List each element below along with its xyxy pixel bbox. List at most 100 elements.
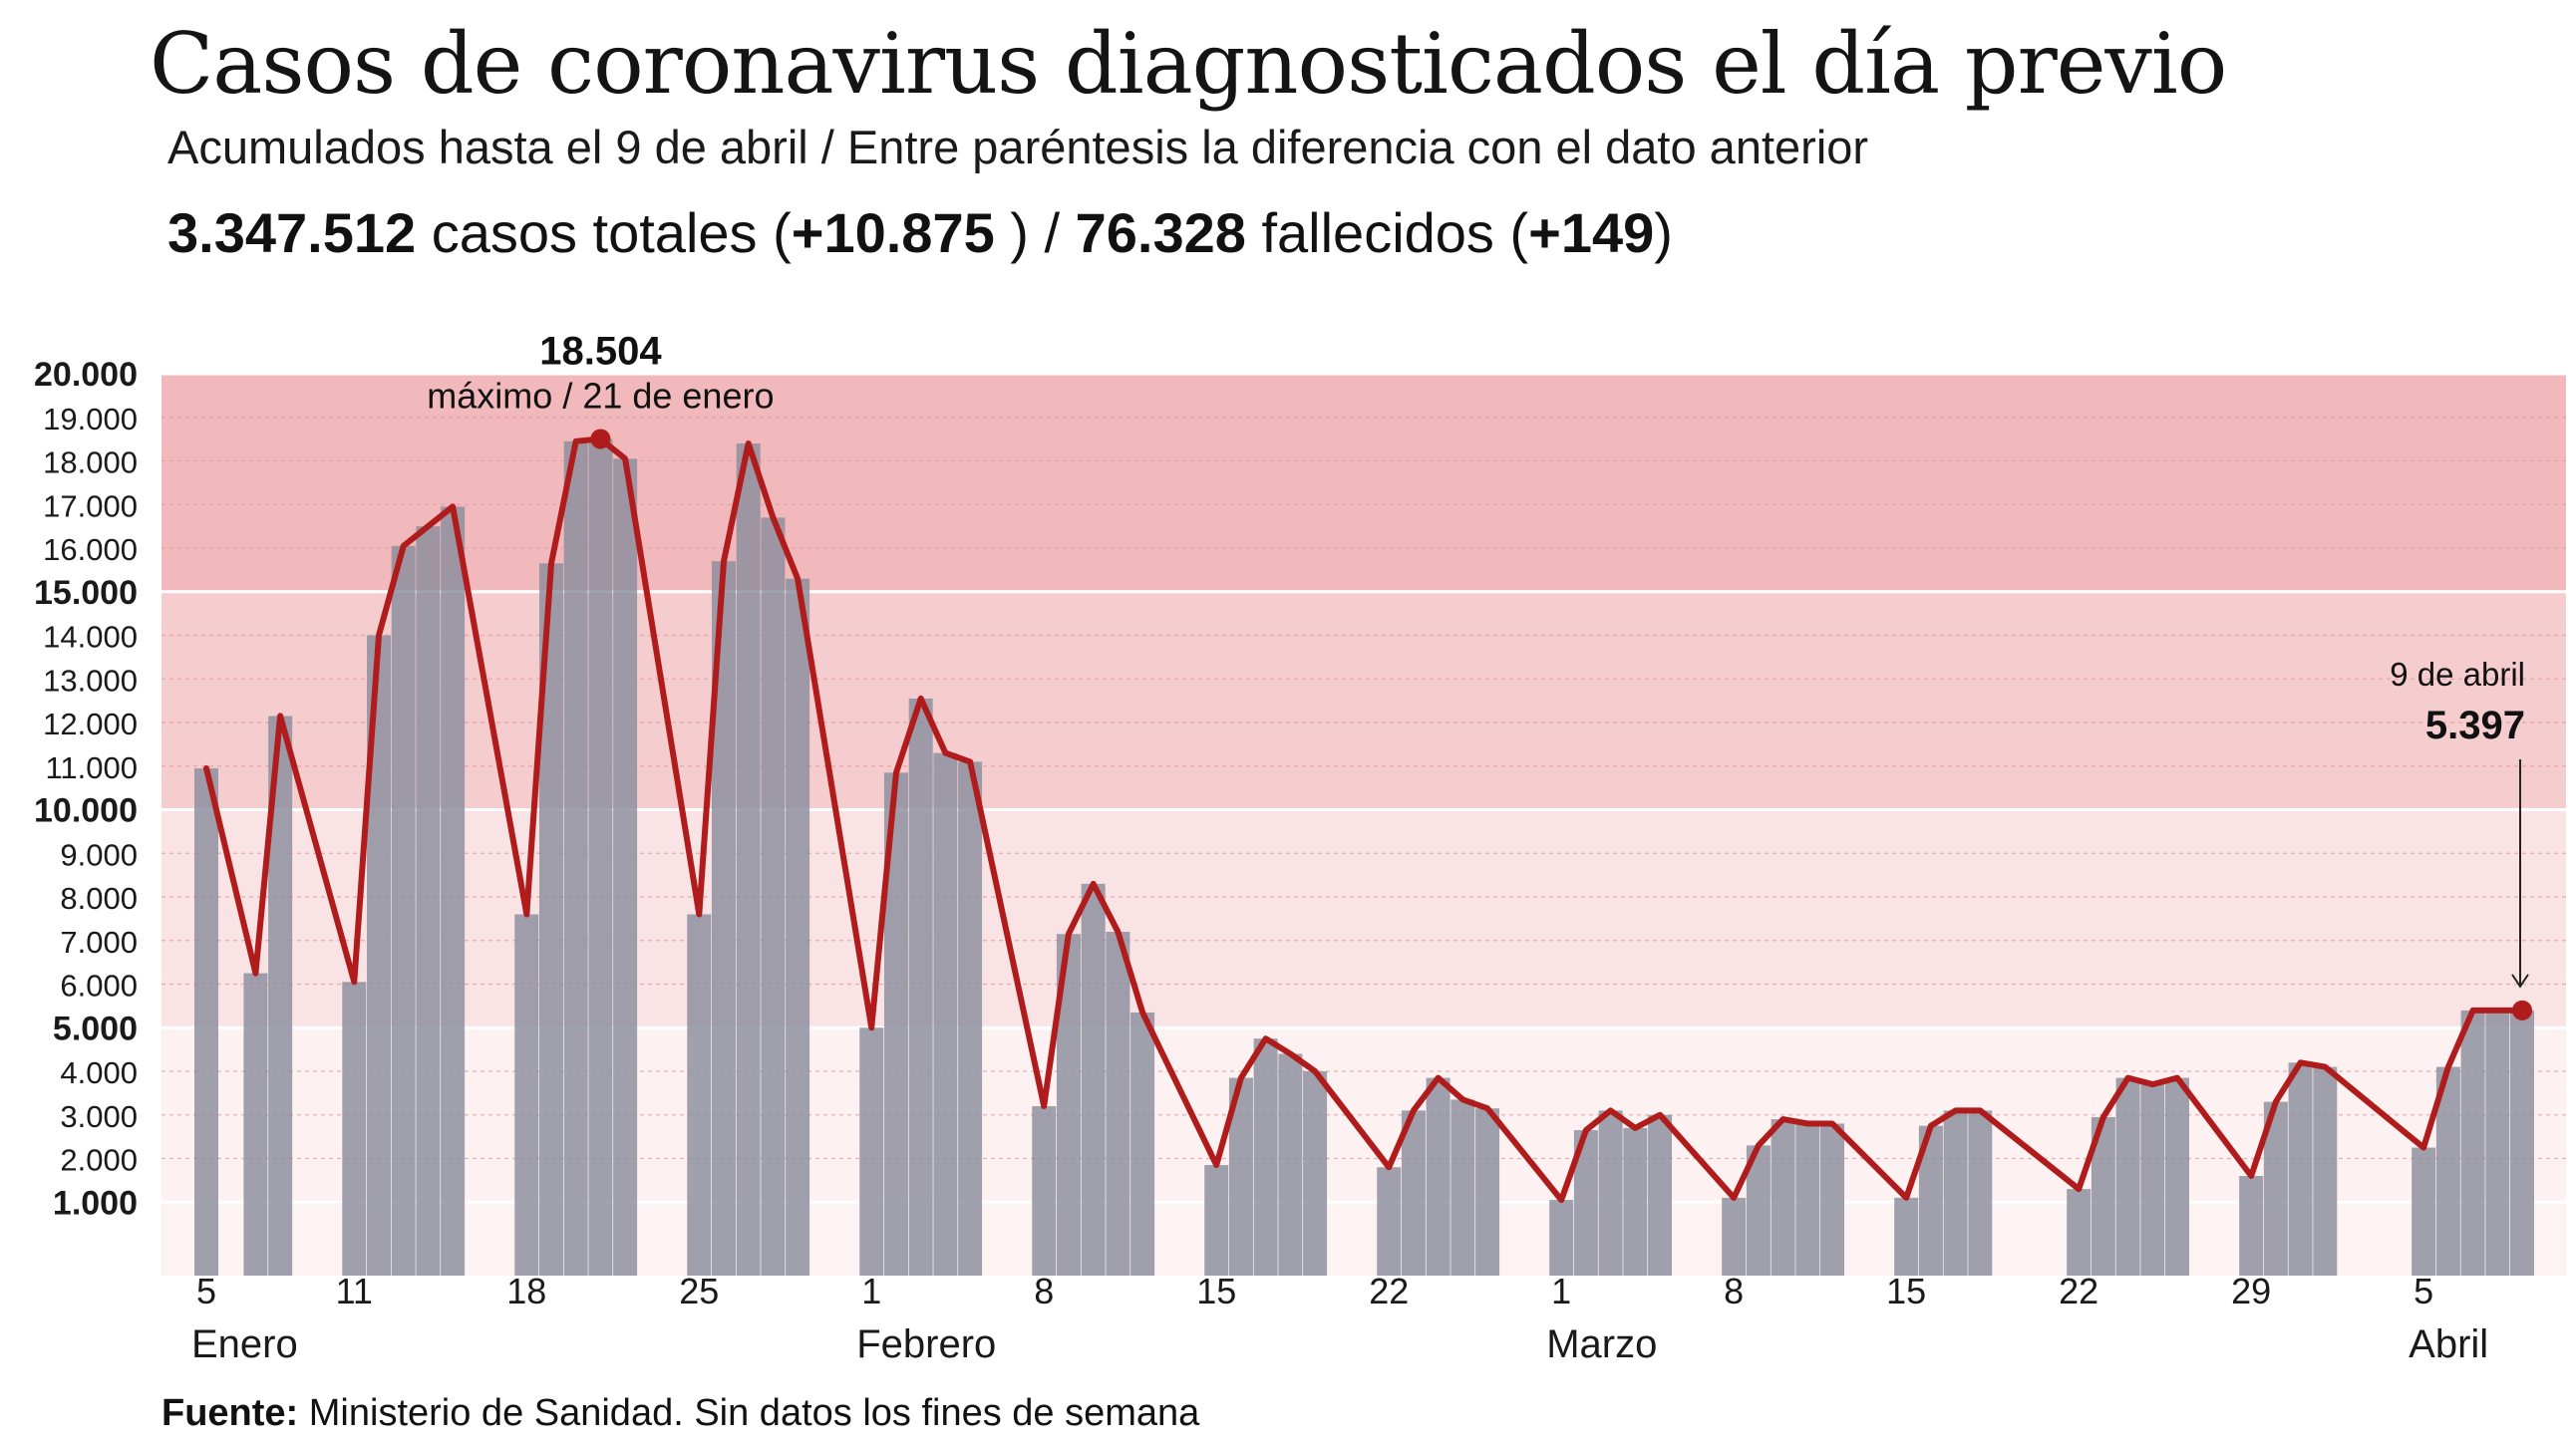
x-tick-label: 15 [1196,1271,1236,1311]
y-tick-label: 3.000 [60,1099,138,1134]
bar [1426,1077,1450,1276]
bar [588,438,613,1276]
bar [441,506,466,1276]
total-cases-label: casos totales ( [416,201,792,264]
bar [1943,1110,1968,1276]
source-label: Fuente: [161,1392,299,1434]
x-tick-label: 1 [1551,1271,1571,1311]
bar [1795,1123,1820,1276]
bar [613,458,638,1276]
bar [2460,1010,2485,1276]
bar [1968,1110,1993,1276]
bar [1549,1200,1574,1276]
y-tick-label: 4.000 [60,1055,138,1090]
x-tick-label: 5 [2414,1271,2433,1311]
bar [1130,1012,1155,1276]
summary-line: 3.347.512 casos totales (+10.875 ) / 76.… [167,199,1673,267]
bar [1204,1165,1229,1276]
x-tick-label: 22 [1369,1271,1409,1311]
bar [391,545,416,1276]
chart-title: Casos de coronavirus diagnosticados el d… [150,15,2227,113]
total-deaths: 76.328 [1075,201,1246,264]
total-cases: 3.347.512 [167,201,417,264]
last-marker [2512,1000,2532,1020]
bar [1106,932,1130,1276]
y-tick-label: 18.000 [43,445,138,480]
cases-chart: 1.000 2.000 3.000 4.000 5.000 6.000 7.000 8.000… [34,329,2566,1366]
y-tick-label: 20.000 [34,356,138,394]
y-tick-label: 9.000 [60,837,138,872]
x-tick-label: 8 [1724,1271,1744,1311]
band-1 [161,591,2566,810]
bar [1771,1119,1795,1276]
bar [2288,1062,2313,1276]
y-tick-label: 16.000 [43,532,138,567]
bar [1450,1099,1475,1276]
bar [2115,1077,2140,1276]
bar [958,761,983,1276]
y-tick-label: 15.000 [34,574,138,612]
x-tick-label: 1 [861,1271,881,1311]
bar [2412,1147,2436,1276]
bar [786,578,810,1276]
bar [736,443,761,1276]
bar [1401,1110,1426,1276]
bar [1253,1038,1278,1276]
bar [2510,1010,2534,1276]
bar [1598,1110,1623,1276]
y-tick-label: 13.000 [43,663,138,698]
last-arrow-head [2511,974,2529,989]
bar [2239,1176,2264,1276]
bar [2140,1084,2165,1276]
y-tick-label: 2.000 [60,1143,138,1178]
source-note: Fuente: Ministerio de Sanidad. Sin datos… [161,1390,1199,1436]
last-date-label: 9 de abril [2390,656,2525,693]
y-tick-label: 14.000 [43,620,138,655]
bar [2485,1010,2510,1276]
bar [1820,1123,1845,1276]
x-tick-label: 18 [506,1271,546,1311]
x-tick-label: 5 [196,1271,216,1311]
bar [416,526,441,1276]
bar [859,1027,884,1276]
x-tick-label: 25 [679,1271,719,1311]
bar [1032,1106,1057,1276]
deaths-diff: +149 [1528,201,1655,264]
bar [342,982,367,1276]
x-tick-label: 8 [1034,1271,1054,1311]
bar [908,698,933,1276]
y-tick-label: 11.000 [45,750,138,785]
deaths-label: fallecidos ( [1245,201,1529,264]
bar [1303,1071,1328,1276]
bar [1377,1167,1402,1276]
max-marker [590,429,611,449]
bar [1081,883,1106,1276]
x-tick-label: 29 [2231,1271,2271,1311]
y-tick-label: 19.000 [43,402,138,436]
bar [1623,1127,1648,1276]
y-tick-label: 17.000 [43,488,138,523]
bar [687,914,712,1276]
bar [1894,1197,1919,1276]
x-tick-label: 11 [336,1271,373,1311]
source-text: Ministerio de Sanidad. Sin datos los fin… [298,1392,1200,1434]
bar [1475,1108,1500,1276]
summary-separator: ) / [994,201,1076,264]
bar [1722,1197,1747,1276]
bar [1278,1053,1303,1276]
max-value-label: 18.504 [539,329,662,373]
y-tick-label: 6.000 [60,969,138,1004]
y-tick-label: 8.000 [60,881,138,916]
bar [514,914,539,1276]
month-label: Febrero [856,1322,996,1366]
bar [2067,1189,2092,1276]
bar [933,752,958,1276]
y-tick-label: 5.000 [53,1010,138,1047]
summary-close: ) [1654,201,1673,264]
bar [761,517,786,1276]
y-tick-label: 1.000 [53,1184,138,1222]
bar [194,767,218,1276]
last-value-label: 5.397 [2425,704,2525,747]
bar [2313,1066,2338,1276]
bar [243,973,268,1276]
